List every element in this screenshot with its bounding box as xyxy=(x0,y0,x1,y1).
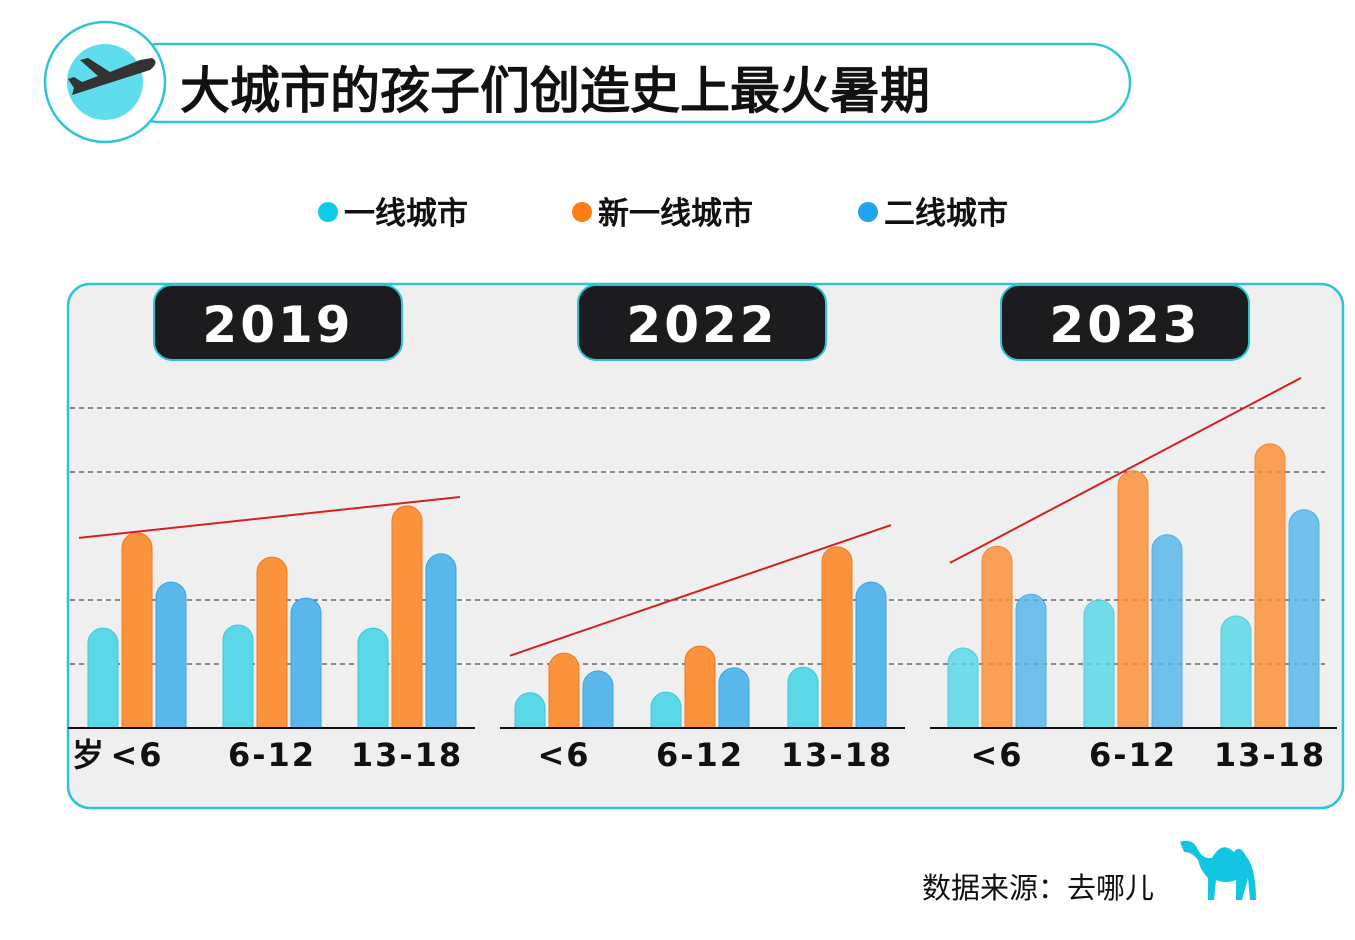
svg-text:新一线城市: 新一线城市 xyxy=(598,196,753,232)
bar xyxy=(222,624,254,729)
bar xyxy=(1220,615,1252,729)
chart-panel xyxy=(66,282,1345,810)
year-label: 2022 xyxy=(626,296,777,354)
x-tick-label: <6 xyxy=(110,736,163,774)
x-tick-label: 6-12 xyxy=(228,736,316,774)
trend-line xyxy=(949,377,1302,564)
bar xyxy=(256,556,288,729)
bar xyxy=(947,647,979,729)
trend-line xyxy=(78,495,461,539)
bar xyxy=(582,670,614,729)
svg-text:一线城市: 一线城市 xyxy=(344,196,468,232)
y-unit-label: 岁 xyxy=(72,736,106,774)
legend-item-new-tier1: 新一线城市 xyxy=(572,196,753,232)
x-tick-label: 13-18 xyxy=(781,736,893,774)
trend-lines xyxy=(78,377,1302,657)
bar xyxy=(425,553,457,729)
year-label: 2023 xyxy=(1049,296,1200,354)
year-badge xyxy=(153,284,403,361)
x-axis: <6 6-12 13-18 <6 6-12 13-18 <6 6-12 13-18 xyxy=(68,727,1337,774)
title-banner: 大城市的孩子们创造史上最火暑期 xyxy=(43,20,1132,144)
bar xyxy=(718,667,750,729)
year-badge xyxy=(577,284,827,361)
bar xyxy=(357,627,389,729)
bar xyxy=(787,666,819,729)
camel-icon xyxy=(1180,840,1256,900)
bar xyxy=(1151,534,1183,729)
bar xyxy=(155,581,187,729)
legend-item-tier2: 二线城市 xyxy=(858,196,1008,232)
year-label: 2019 xyxy=(202,296,353,354)
bar xyxy=(1117,470,1149,729)
legend: 一线城市 新一线城市 二线城市 xyxy=(318,196,1008,232)
bars xyxy=(87,443,1320,729)
bar xyxy=(1288,509,1320,729)
bar xyxy=(650,691,682,729)
year-badges: 2019 2022 2023 xyxy=(153,284,1250,361)
bar xyxy=(821,546,853,729)
bar xyxy=(684,645,716,729)
trend-line xyxy=(509,524,892,657)
bar xyxy=(121,532,153,729)
svg-text:二线城市: 二线城市 xyxy=(884,196,1008,232)
legend-item-tier1: 一线城市 xyxy=(318,196,468,232)
bar xyxy=(290,597,322,729)
bar xyxy=(855,581,887,729)
source-text: 数据来源：去哪儿 xyxy=(922,871,1154,905)
bar xyxy=(981,545,1013,729)
bar xyxy=(391,505,423,729)
chart-title: 大城市的孩子们创造史上最火暑期 xyxy=(180,62,930,120)
bar xyxy=(1015,593,1047,729)
x-tick-label: 13-18 xyxy=(1214,736,1326,774)
airplane-icon xyxy=(67,44,156,120)
x-tick-label: 6-12 xyxy=(656,736,744,774)
year-badge xyxy=(1000,284,1250,361)
bar xyxy=(514,692,546,729)
bar xyxy=(1254,443,1286,729)
bar xyxy=(548,652,580,729)
bar xyxy=(87,627,119,729)
x-tick-label: 13-18 xyxy=(351,736,463,774)
x-tick-label: <6 xyxy=(970,736,1023,774)
x-tick-label: 6-12 xyxy=(1089,736,1177,774)
bar xyxy=(1083,599,1115,729)
x-tick-label: <6 xyxy=(537,736,590,774)
